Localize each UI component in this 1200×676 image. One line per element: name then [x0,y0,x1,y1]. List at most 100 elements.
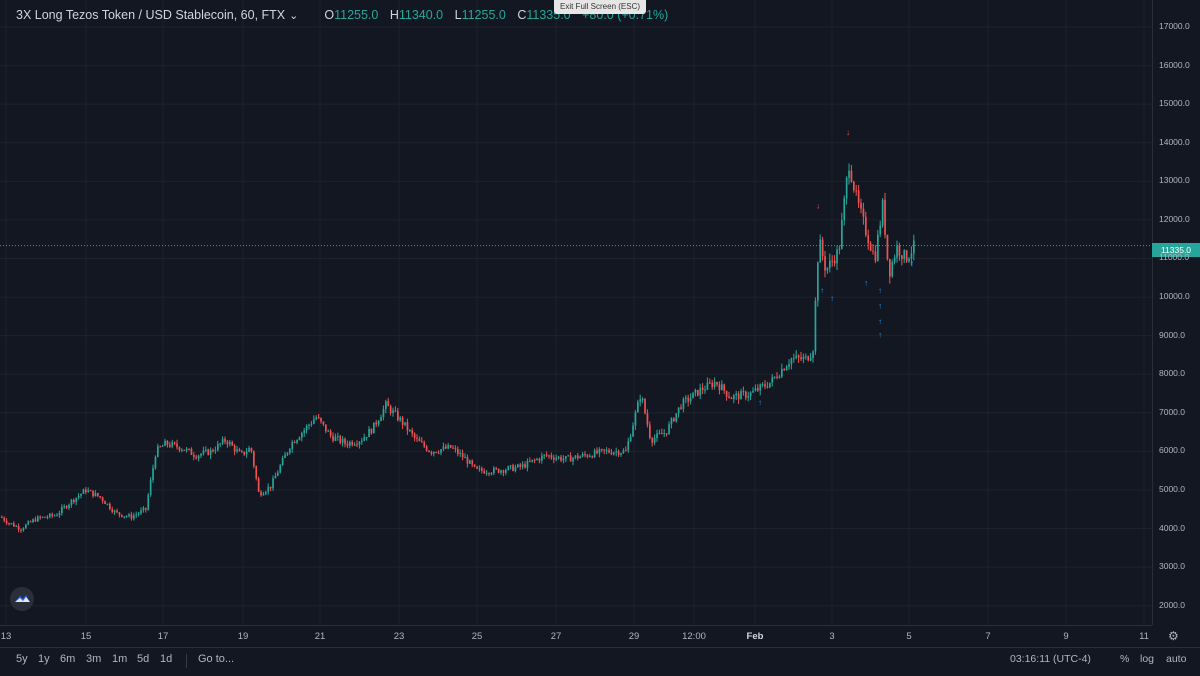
candle [857,184,860,208]
candle [118,512,121,518]
price-axis[interactable] [1152,0,1200,625]
candle [97,492,99,498]
candle [363,433,366,442]
range-button-1y[interactable]: 1y [38,653,50,665]
candle [502,469,505,477]
candle [173,441,176,445]
candle [382,405,385,421]
price-axis-label: 11000.0 [1159,252,1190,263]
candle [106,503,109,506]
candle [75,497,78,506]
candle [485,470,488,476]
candle [478,465,481,472]
candle [829,253,831,273]
candle [613,451,615,456]
scale-option-percent[interactable]: % [1120,653,1130,665]
candle [517,463,519,468]
price-axis-label: 10000.0 [1159,291,1190,302]
candle [452,445,454,450]
scale-option-log[interactable]: log [1140,653,1155,665]
candle [497,468,500,474]
candle [653,434,656,446]
candle [423,440,426,449]
candle [761,382,764,388]
candle [610,448,613,456]
candle [469,459,471,464]
candle [241,449,243,453]
time-axis-label: 23 [393,631,405,642]
candle [310,420,313,427]
chevron-down-icon[interactable]: ⌄ [289,9,299,22]
candle [524,461,526,469]
clock-timezone[interactable]: 03:16:11 (UTC-4) [1010,653,1091,665]
candle [781,363,783,379]
candle [195,454,198,460]
gear-icon[interactable]: ⚙ [1168,629,1179,643]
candle [608,447,610,454]
tradingview-logo-icon[interactable] [10,587,34,611]
candle [164,438,166,447]
candle [37,515,39,522]
candle [802,353,805,364]
candle [831,255,834,267]
candle [137,511,140,517]
range-button-3m[interactable]: 3m [86,653,102,665]
range-button-5y[interactable]: 5y [16,653,28,665]
candle [267,483,270,495]
candle [505,468,507,476]
low-value: 11255.0 [461,8,506,22]
candle [346,440,349,449]
candle [389,404,392,416]
range-button-6m[interactable]: 6m [60,653,76,665]
candle [315,415,318,421]
range-button-1d[interactable]: 1d [160,653,173,665]
candle [790,357,793,370]
candle [855,184,858,196]
candle [749,391,752,401]
candle [723,383,726,394]
range-button-5d[interactable]: 5d [137,653,150,665]
chart-pane[interactable]: ↓ ↓ ↑ ↑ ↑ ↑ ↑ ↑ ↑ ↑ ↑ 3X Long Tezos Token / USD St… [0,0,1152,625]
candle [879,220,882,238]
symbol-title[interactable]: 3X Long Tezos Token / USD Stablecoin, 60… [16,8,286,22]
candle [430,450,433,456]
candle [766,381,769,389]
candle [601,448,603,453]
candle [881,198,884,228]
candle [73,498,75,504]
candle [27,520,30,526]
candle [531,459,534,463]
candle [281,455,284,466]
candle [329,428,332,439]
time-axis[interactable]: ⚙ 13 15 17 19 21 23 25 27 29 12:00 Feb 3 5 7 9 11 [0,625,1179,648]
candle [397,407,399,422]
candle [862,202,865,225]
candle [596,447,598,455]
candle [891,259,894,278]
go-to-button[interactable]: Go to... [198,653,235,665]
candlestick-chart[interactable]: ↓ ↓ ↑ ↑ ↑ ↑ ↑ ↑ ↑ ↑ ↑ [0,0,1152,625]
candle [253,450,255,469]
candle [89,489,92,492]
candle [308,423,310,430]
candle [865,211,867,238]
candle [913,234,915,261]
candle [841,212,843,250]
scale-option-auto[interactable]: auto [1166,653,1187,665]
price-axis-label: 13000.0 [1159,175,1190,186]
candle [332,432,334,443]
arrow-up-icon: ↑ [820,286,824,295]
close-label: C [517,8,527,22]
candle [625,446,627,452]
time-axis-label: 29 [628,631,640,642]
candle [221,436,224,445]
candle [166,440,169,448]
range-button-1m[interactable]: 1m [112,653,128,665]
candle [632,422,634,438]
candle [565,455,567,463]
candle [193,452,195,461]
candle [869,241,872,252]
candle [637,399,639,413]
candle [245,447,248,458]
price-axis-label: 3000.0 [1159,561,1185,572]
